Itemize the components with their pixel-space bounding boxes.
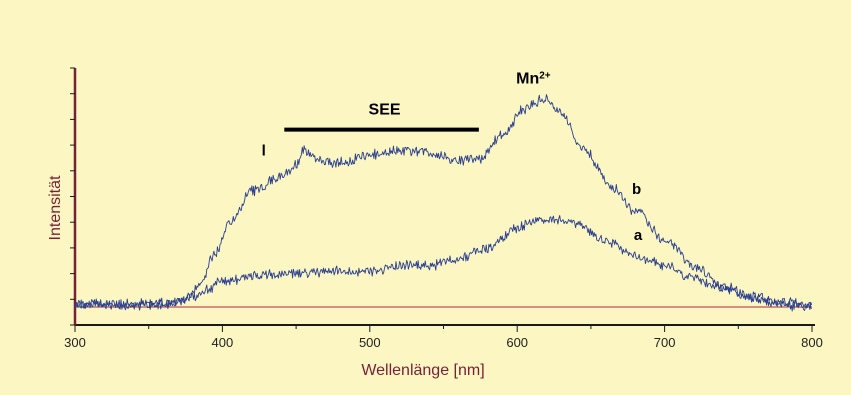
annotation-superscript: 2+ <box>539 70 551 81</box>
annotation-a: a <box>634 227 643 244</box>
annotation-l: l <box>262 142 266 159</box>
annotation-layer: a b l Mn2+ SEE <box>262 70 643 244</box>
x-tick-label: 500 <box>359 335 381 350</box>
y-axis-title: Intensität <box>47 175 64 240</box>
x-tick-label: 300 <box>64 335 86 350</box>
x-tick-label: 600 <box>506 335 528 350</box>
annotation-b: b <box>632 181 641 198</box>
series-line-b <box>74 94 813 312</box>
annotation-see: SEE <box>369 101 401 118</box>
y-ticks <box>70 67 75 326</box>
x-tick-label: 400 <box>212 335 234 350</box>
x-axis-title: Wellenlänge [nm] <box>361 362 484 379</box>
series-line-a <box>74 215 813 311</box>
x-tick-label: 700 <box>654 335 676 350</box>
annotation-mn: Mn2+ <box>516 70 551 88</box>
axes-group: 300 400 500 600 700 800 <box>64 67 823 350</box>
x-tick-label: 800 <box>801 335 823 350</box>
series-layer <box>74 94 813 312</box>
x-ticks: 300 400 500 600 700 800 <box>64 325 823 350</box>
